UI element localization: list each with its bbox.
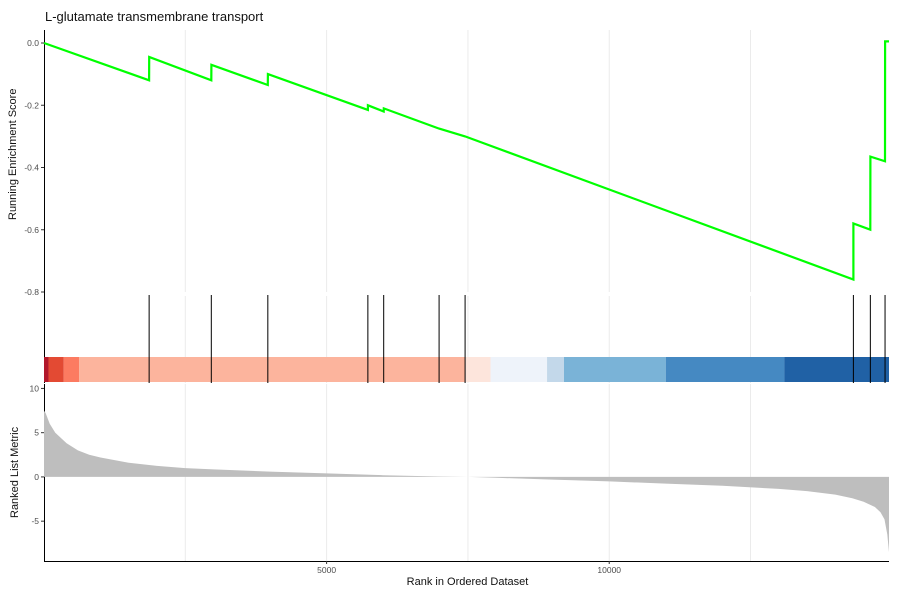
running-score-y-ticks: 0.0 -0.2 -0.4 -0.6 -0.8 (24, 38, 44, 297)
rank-band (44, 357, 49, 382)
rank-band (79, 357, 466, 382)
x-axis-ticks: 5000 10000 (317, 561, 621, 575)
chart-title: L-glutamate transmembrane transport (45, 9, 264, 24)
y-tick-label: 0 (34, 472, 39, 482)
rank-band (63, 357, 80, 382)
running-score-panel: 0.0 -0.2 -0.4 -0.6 -0.8 (24, 30, 889, 297)
rank-band (48, 357, 64, 382)
rank-band (784, 357, 889, 382)
y-tick-label: -0.6 (24, 225, 39, 235)
gene-hit-panel (44, 294, 889, 383)
running-score-line (43, 40, 889, 282)
rank-band (490, 357, 548, 382)
ranked-metric-y-label: Ranked List Metric (9, 426, 21, 518)
y-tick-label: -0.2 (24, 100, 39, 110)
rank-band (465, 357, 491, 382)
gene-hit-marks (148, 295, 886, 383)
y-tick-label: -0.4 (24, 163, 39, 173)
running-score-y-label: Running Enrichment Score (7, 88, 19, 220)
ranked-metric-area (44, 410, 889, 553)
rank-band (547, 357, 564, 382)
x-tick-label: 10000 (597, 565, 621, 575)
y-tick-label: 10 (30, 383, 40, 393)
rank-band (665, 357, 785, 382)
ranked-metric-y-ticks: 10 5 0 -5 (30, 383, 44, 526)
x-axis-label: Rank in Ordered Dataset (406, 576, 529, 588)
x-tick-label: 5000 (317, 565, 336, 575)
y-tick-label: -5 (31, 516, 39, 526)
y-tick-label: 0.0 (27, 38, 39, 48)
rank-band (564, 357, 666, 382)
y-tick-label: -0.8 (24, 287, 39, 297)
rank-color-bar (44, 357, 889, 382)
y-tick-label: 5 (34, 428, 39, 438)
ranked-metric-panel: 10 5 0 -5 5000 10000 (30, 383, 889, 575)
